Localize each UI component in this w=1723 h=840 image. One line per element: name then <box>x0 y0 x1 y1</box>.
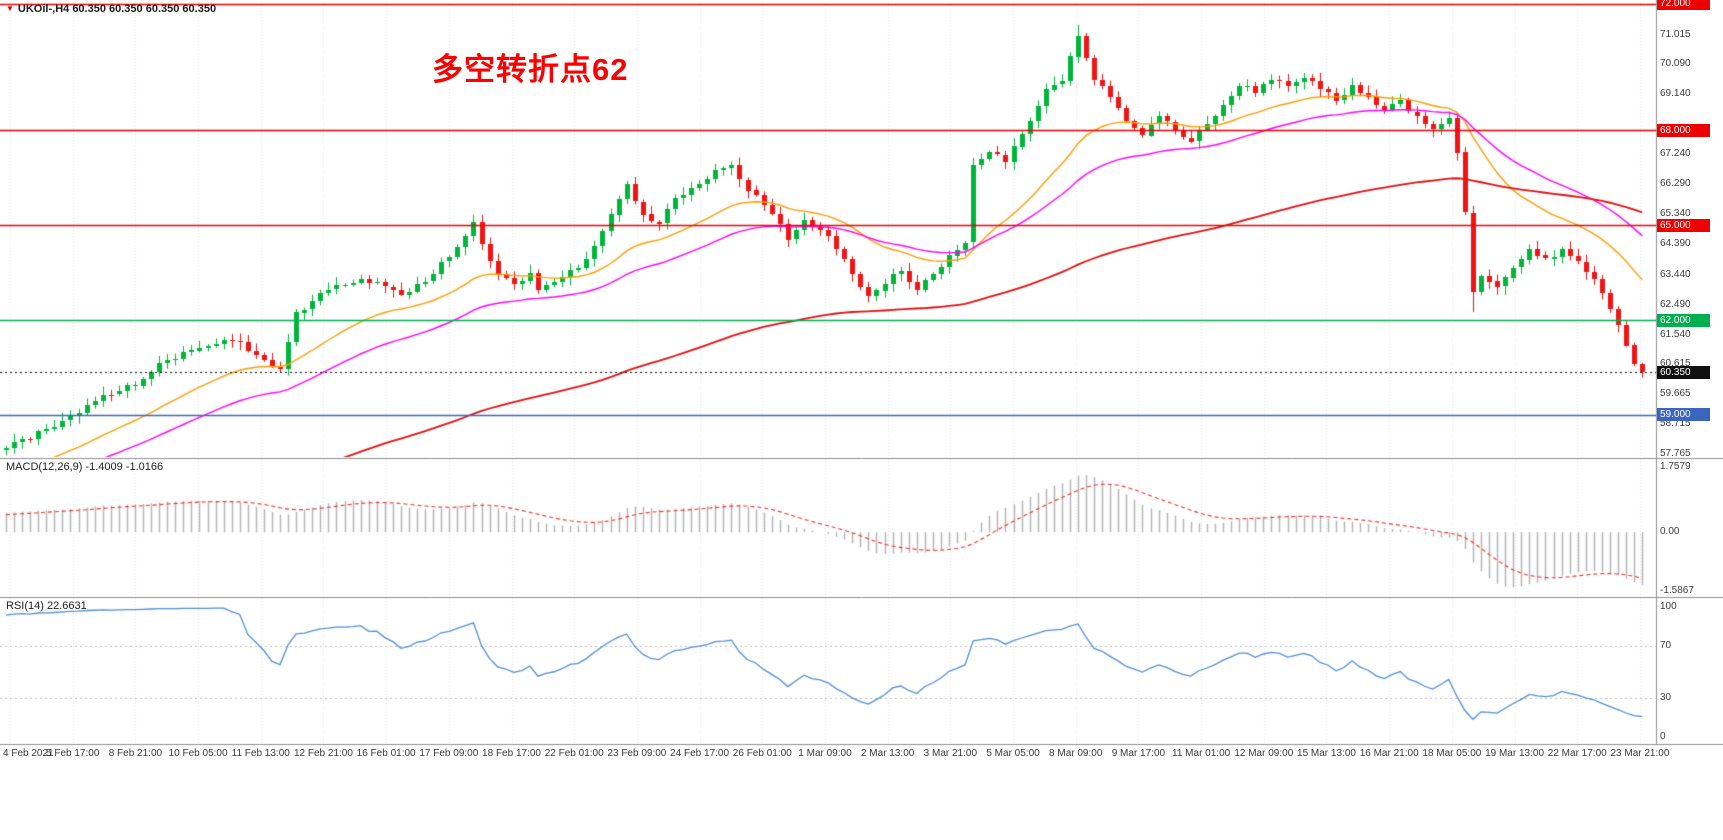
macd-label: MACD(12,26,9) -1.4009 -1.0166 <box>6 461 164 473</box>
price-direction-down-icon: ▼ <box>6 4 14 13</box>
symbol-ohlc-label: UKOil-,H4 60.350 60.350 60.350 60.350 <box>17 3 217 15</box>
rsi-label: RSI(14) 22.6631 <box>6 600 87 612</box>
symbol-info: ▼ UKOil-,H4 60.350 60.350 60.350 60.350 <box>6 3 216 15</box>
annotation-text: 多空转折点62 <box>432 52 629 87</box>
